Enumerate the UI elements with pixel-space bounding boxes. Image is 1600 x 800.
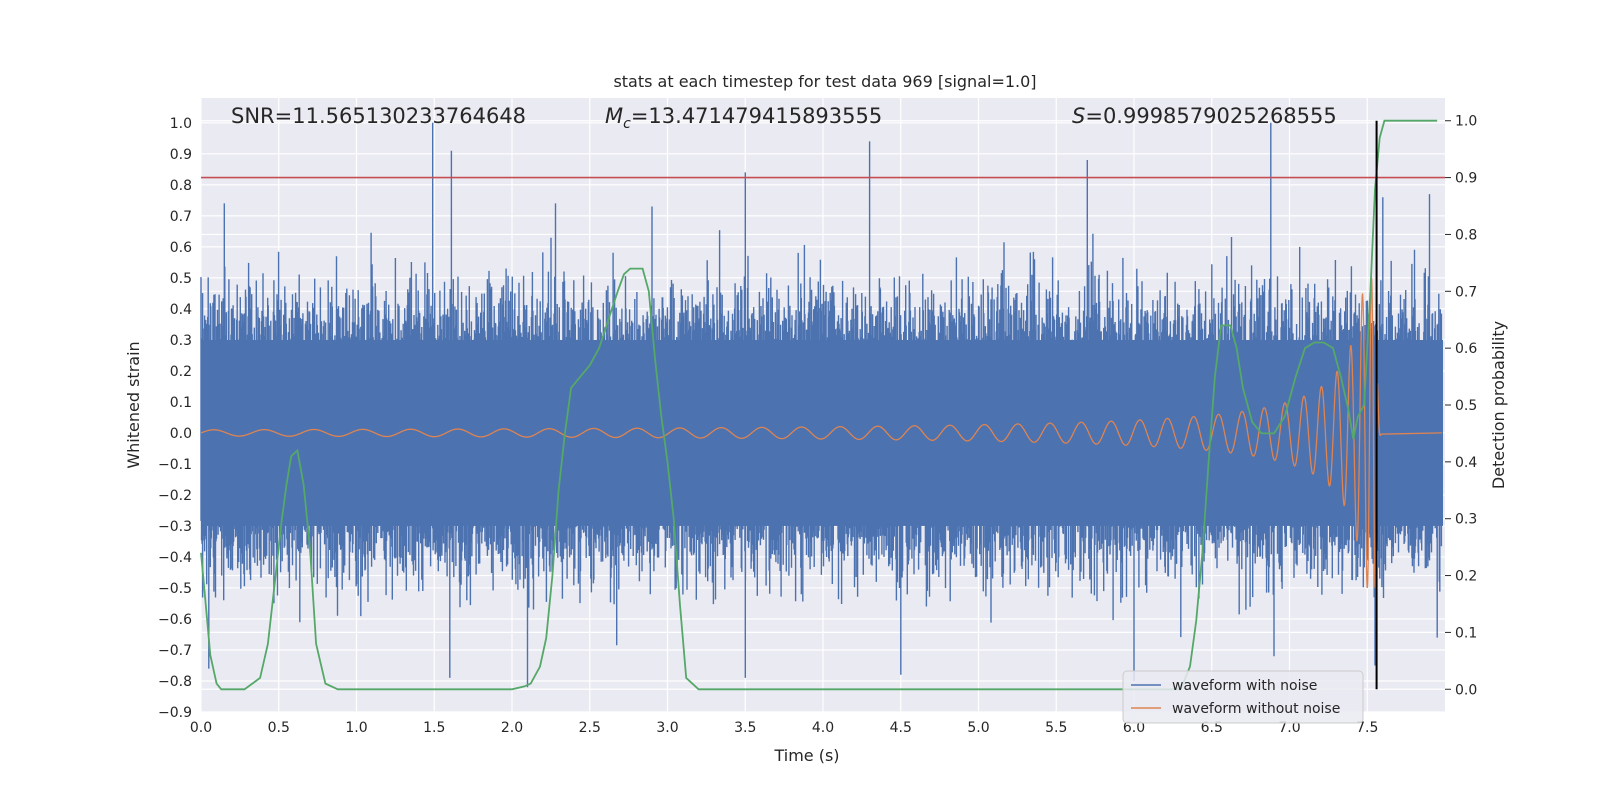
series-detection-probability — [200, 119, 1438, 691]
x-tick-label: 4.5 — [890, 720, 912, 736]
x-tick-label: 2.0 — [501, 720, 523, 736]
x-tick-label: 0.5 — [268, 720, 290, 736]
y2-tick-label: 0.3 — [1455, 512, 1477, 528]
y-axis-right: 1.0 0.9 0.8 0.7 0.6 0.5 0.4 0.3 0.2 0.1 0.0 — [1445, 114, 1477, 698]
y-tick-label: 0.1 — [170, 395, 192, 411]
y2-axis-label: Detection probability — [1489, 321, 1508, 489]
x-tick-label: 6.0 — [1123, 720, 1145, 736]
y-tick-label: −0.5 — [158, 581, 192, 597]
x-tick-label: 7.5 — [1356, 720, 1378, 736]
y-axis-left: 1.0 0.9 0.8 0.7 0.6 0.5 0.4 0.3 0.2 0.1 0.0 −0.1 −0.… — [158, 116, 192, 721]
chirp-mass-annotation: Mc=13.471479415893555 — [605, 104, 882, 132]
y-tick-label: −0.6 — [158, 612, 192, 628]
y2-tick-label: 0.5 — [1455, 398, 1477, 414]
series-waveform-without-noise — [200, 277, 1442, 589]
legend: waveform with noise waveform without noi… — [1122, 670, 1364, 724]
y-tick-label: −0.1 — [158, 457, 192, 473]
legend-label-clean: waveform without noise — [1172, 701, 1340, 717]
x-tick-label: 3.5 — [734, 720, 756, 736]
clean-waveform-line — [200, 277, 1442, 589]
y-tick-label: 0.0 — [170, 426, 192, 442]
y-tick-label: 0.8 — [170, 178, 192, 194]
reference-lines — [201, 120, 1445, 690]
y-axis-label: Whitened strain — [124, 341, 143, 468]
x-tick-label: 4.0 — [812, 720, 834, 736]
y-tick-label: −0.9 — [158, 705, 192, 721]
x-tick-label: 1.5 — [423, 720, 445, 736]
y-tick-label: 0.3 — [170, 333, 192, 349]
x-axis: 0.0 0.5 1.0 1.5 2.0 2.5 3.0 3.5 4.0 4.5 5.0 5.5 6.0 6… — [190, 720, 1379, 736]
y2-tick-label: 0.4 — [1455, 455, 1477, 471]
chirp-mass-subscript: c — [623, 116, 631, 132]
y2-tick-label: 0.1 — [1455, 625, 1477, 641]
snr-annotation: SNR=11.565130233764648 — [231, 104, 526, 128]
x-tick-label: 7.0 — [1278, 720, 1300, 736]
y-tick-label: −0.7 — [158, 643, 192, 659]
x-axis-label: Time (s) — [773, 746, 839, 765]
x-tick-label: 5.0 — [967, 720, 989, 736]
y2-tick-label: 0.2 — [1455, 569, 1477, 585]
score-symbol: S — [1072, 104, 1085, 128]
y-tick-label: −0.4 — [158, 550, 192, 566]
chirp-mass-symbol: M — [605, 104, 623, 128]
y2-tick-label: 0.9 — [1455, 171, 1477, 187]
y-tick-label: 0.4 — [170, 302, 192, 318]
x-tick-label: 2.5 — [579, 720, 601, 736]
score-value: =0.9998579025268555 — [1085, 104, 1336, 128]
chart-title: stats at each timestep for test data 969… — [613, 72, 1036, 91]
detection-probability-line — [200, 119, 1438, 691]
y-tick-label: −0.3 — [158, 519, 192, 535]
y-tick-label: 1.0 — [170, 116, 192, 132]
legend-label-noisy: waveform with noise — [1172, 678, 1317, 694]
score-annotation: S=0.9998579025268555 — [1072, 104, 1337, 128]
x-tick-label: 1.0 — [345, 720, 367, 736]
y2-tick-label: 0.8 — [1455, 227, 1477, 243]
y-tick-label: −0.2 — [158, 488, 192, 504]
y-tick-label: 0.6 — [170, 240, 192, 256]
y-tick-label: 0.5 — [170, 271, 192, 287]
y-tick-label: 0.9 — [170, 147, 192, 163]
x-tick-label: 5.5 — [1045, 720, 1067, 736]
y-tick-label: −0.8 — [158, 674, 192, 690]
y-tick-label: 0.2 — [170, 364, 192, 380]
x-tick-label: 3.0 — [656, 720, 678, 736]
legend-box — [1122, 670, 1364, 724]
y2-tick-label: 0.0 — [1455, 682, 1477, 698]
chirp-mass-value: =13.471479415893555 — [631, 104, 882, 128]
y2-tick-label: 0.7 — [1455, 284, 1477, 300]
x-tick-label: 6.5 — [1201, 720, 1223, 736]
y-tick-label: 0.7 — [170, 209, 192, 225]
x-tick-label: 0.0 — [190, 720, 212, 736]
y2-tick-label: 0.6 — [1455, 341, 1477, 357]
noisy-waveform-line — [200, 122, 1443, 688]
y2-tick-label: 1.0 — [1455, 114, 1477, 130]
stat-annotations: SNR=11.565130233764648 Mc=13.47147941589… — [231, 104, 1337, 132]
